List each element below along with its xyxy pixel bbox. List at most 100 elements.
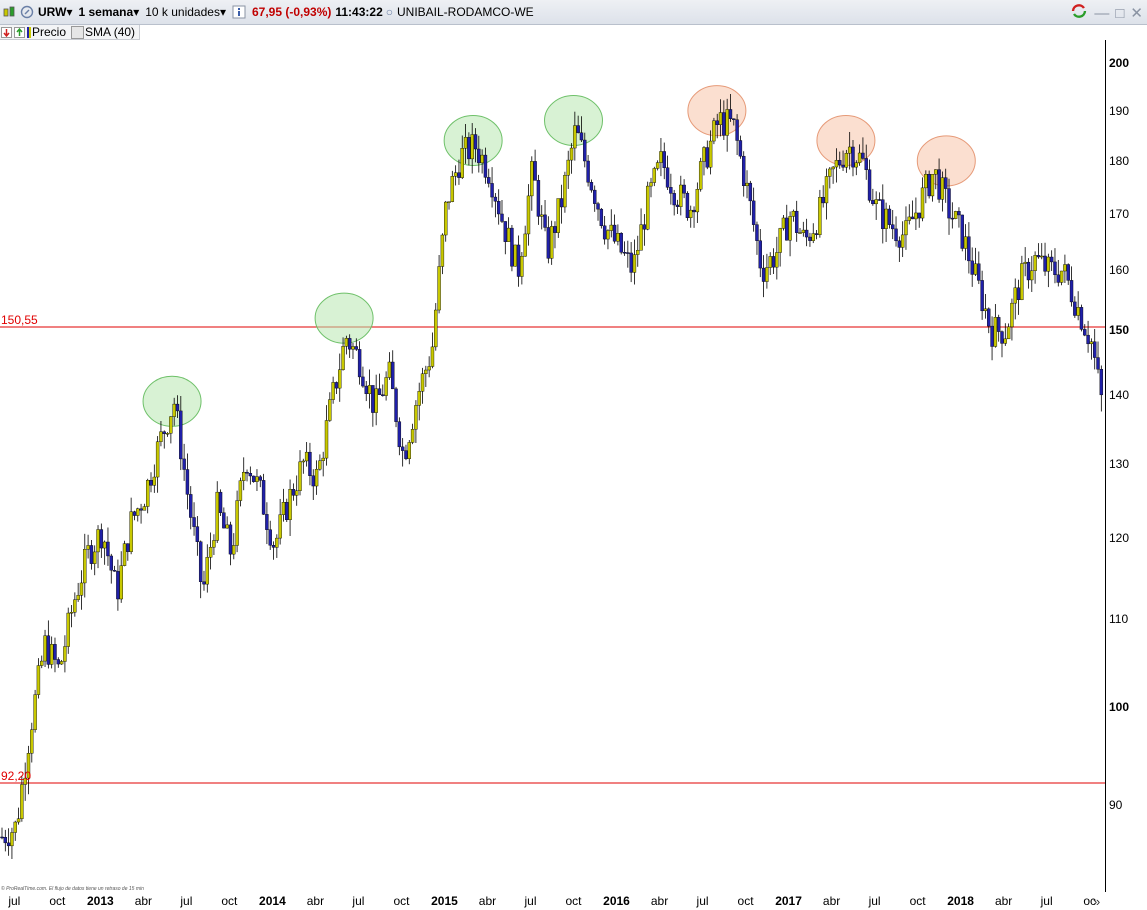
chevron-down-icon[interactable]: ▾ [219, 5, 226, 19]
candle-body [83, 549, 87, 584]
candle-body [944, 177, 948, 189]
minimize-icon[interactable]: — [1094, 4, 1110, 22]
scroll-right-icon[interactable]: » [1093, 894, 1101, 909]
candle-body [854, 162, 858, 168]
candle-body [314, 468, 319, 487]
candle-body [112, 570, 117, 572]
maximize-icon[interactable]: □ [1115, 4, 1125, 22]
candle-body [698, 161, 703, 190]
candle-body [639, 224, 643, 251]
candle-body [79, 582, 84, 596]
candle-body [622, 252, 627, 254]
candle-body [1096, 357, 1100, 370]
candle-body [973, 263, 978, 275]
close-icon[interactable]: ✕ [1130, 5, 1143, 22]
candle-body [198, 541, 203, 582]
candle-body [765, 267, 769, 282]
candle-body [397, 421, 402, 448]
candle-body [602, 225, 607, 240]
candle-body [821, 197, 825, 204]
x-tick-label: oct [221, 894, 238, 908]
candle-body [394, 388, 398, 422]
period-selector[interactable]: 1 semana [78, 5, 134, 19]
candle-body [1056, 274, 1060, 283]
x-tick-label: 2013 [87, 894, 114, 908]
arrow-down-icon[interactable] [1, 26, 12, 38]
candle-body [271, 545, 276, 548]
candle-body [119, 565, 123, 600]
candle-body [6, 842, 11, 847]
candle-body [344, 338, 349, 347]
candle-body [520, 256, 524, 277]
candle-body [0, 836, 4, 839]
candle-body [1006, 326, 1011, 340]
info-icon[interactable] [232, 5, 246, 19]
candle-body [404, 450, 408, 459]
candle-body [553, 226, 557, 233]
candle-body [751, 200, 756, 225]
x-tick-label: 2016 [603, 894, 630, 908]
arrow-up-icon[interactable] [14, 26, 25, 38]
candle-body [30, 729, 34, 754]
legend-price[interactable]: Precio [32, 25, 67, 39]
candle-body [109, 555, 113, 571]
candle-body [361, 376, 365, 387]
candle-body [788, 216, 792, 241]
candle-body [195, 526, 200, 542]
candle-body [715, 120, 719, 125]
candle-body [285, 502, 289, 520]
x-tick-label: oct [565, 894, 582, 908]
candle-body [593, 189, 597, 204]
sma-color-swatch[interactable] [71, 25, 85, 39]
candle-body [367, 385, 372, 394]
candle-body [794, 210, 799, 233]
candle-body [215, 491, 219, 541]
candle-body [238, 480, 243, 501]
price-color-swatch[interactable] [27, 26, 31, 38]
y-tick-label: 180 [1109, 153, 1130, 168]
candle-body [659, 151, 663, 163]
candle-body [546, 227, 551, 259]
data-delay-footnote: © ProRealTime.com. El flujo de datos tie… [1, 886, 144, 892]
legend-sma[interactable]: SMA (40) [85, 25, 136, 39]
candle-body [59, 661, 64, 665]
candle-body [205, 557, 209, 585]
candle-body [169, 416, 173, 434]
candle-body [318, 460, 322, 470]
y-axis-line [1105, 40, 1106, 892]
candle-body [351, 346, 355, 350]
symbol-selector[interactable]: URW [38, 5, 67, 19]
candle-body [791, 210, 796, 217]
candle-body [930, 174, 935, 197]
chevron-down-icon[interactable]: ▾ [133, 5, 140, 19]
candle-body [192, 517, 196, 527]
candle-body [510, 227, 514, 267]
candle-body [26, 753, 31, 779]
candle-body [917, 212, 921, 219]
candle-body [334, 382, 339, 389]
candlestick-icon[interactable] [2, 5, 16, 19]
candle-body [331, 382, 335, 400]
candle-body [934, 169, 938, 175]
chevron-down-icon[interactable]: ▾ [66, 5, 73, 19]
candle-body [609, 224, 613, 231]
refresh-icon[interactable] [1070, 3, 1088, 23]
candle-body [89, 545, 94, 564]
candle-body [702, 147, 706, 162]
candle-body [970, 260, 974, 275]
candle-body [549, 226, 554, 259]
units-selector[interactable]: 10 k unidades [145, 5, 220, 19]
candle-body [66, 612, 70, 647]
link-icon[interactable] [20, 5, 34, 19]
candle-body [172, 403, 176, 417]
candle-body [738, 140, 743, 157]
candle-body [983, 308, 988, 312]
candle-body [295, 490, 299, 496]
candle-body [69, 612, 74, 614]
x-tick-label: 2014 [259, 894, 286, 908]
candle-body [967, 236, 971, 262]
candle-body [566, 159, 570, 176]
candle-body [311, 475, 315, 487]
candle-body [818, 197, 822, 235]
